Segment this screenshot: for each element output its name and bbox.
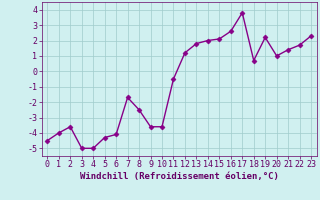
X-axis label: Windchill (Refroidissement éolien,°C): Windchill (Refroidissement éolien,°C)	[80, 172, 279, 181]
